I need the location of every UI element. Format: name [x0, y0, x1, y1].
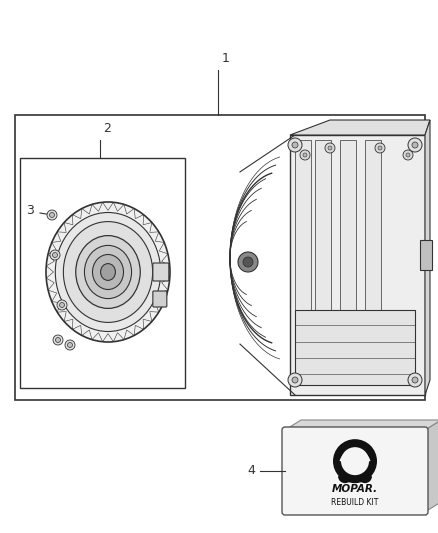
Circle shape — [49, 213, 54, 217]
Bar — [295, 140, 311, 385]
Circle shape — [292, 377, 298, 383]
Circle shape — [378, 146, 382, 150]
Circle shape — [56, 337, 60, 343]
Bar — [365, 140, 381, 385]
Ellipse shape — [101, 264, 116, 280]
Bar — [295, 310, 415, 385]
Circle shape — [328, 146, 332, 150]
Bar — [420, 240, 432, 270]
Circle shape — [53, 253, 57, 257]
Text: 3: 3 — [26, 204, 34, 216]
Circle shape — [50, 250, 60, 260]
Text: REBUILD KIT: REBUILD KIT — [331, 498, 379, 507]
Circle shape — [325, 143, 335, 153]
Circle shape — [375, 143, 385, 153]
Circle shape — [65, 340, 75, 350]
Text: 2: 2 — [103, 122, 111, 135]
Wedge shape — [339, 449, 371, 465]
Ellipse shape — [92, 254, 124, 289]
Ellipse shape — [64, 222, 152, 322]
FancyBboxPatch shape — [153, 263, 169, 281]
Circle shape — [408, 138, 422, 152]
Circle shape — [288, 138, 302, 152]
Polygon shape — [290, 120, 430, 135]
Bar — [340, 140, 356, 385]
Circle shape — [408, 373, 422, 387]
Bar — [15, 115, 425, 400]
Circle shape — [238, 252, 258, 272]
FancyBboxPatch shape — [282, 427, 428, 515]
Circle shape — [406, 153, 410, 157]
Circle shape — [288, 373, 302, 387]
Circle shape — [53, 335, 63, 345]
Circle shape — [412, 142, 418, 148]
Ellipse shape — [76, 236, 140, 309]
Circle shape — [47, 210, 57, 220]
FancyBboxPatch shape — [153, 291, 167, 307]
Circle shape — [303, 153, 307, 157]
Circle shape — [412, 377, 418, 383]
Polygon shape — [425, 120, 430, 395]
Circle shape — [300, 150, 310, 160]
Polygon shape — [285, 420, 438, 430]
Circle shape — [67, 343, 73, 348]
Circle shape — [292, 142, 298, 148]
Circle shape — [57, 300, 67, 310]
Bar — [315, 140, 331, 385]
Wedge shape — [338, 476, 352, 483]
Polygon shape — [425, 420, 438, 512]
Text: 4: 4 — [247, 464, 255, 478]
Circle shape — [243, 257, 253, 267]
Ellipse shape — [85, 245, 131, 298]
Ellipse shape — [46, 202, 170, 342]
Circle shape — [341, 447, 369, 475]
Text: 1: 1 — [222, 52, 230, 65]
Wedge shape — [358, 476, 372, 483]
Ellipse shape — [55, 213, 161, 332]
Bar — [20, 158, 185, 388]
Circle shape — [403, 150, 413, 160]
Text: MOPAR.: MOPAR. — [332, 484, 378, 494]
Circle shape — [60, 303, 64, 308]
Bar — [290, 135, 425, 395]
Circle shape — [333, 439, 377, 483]
